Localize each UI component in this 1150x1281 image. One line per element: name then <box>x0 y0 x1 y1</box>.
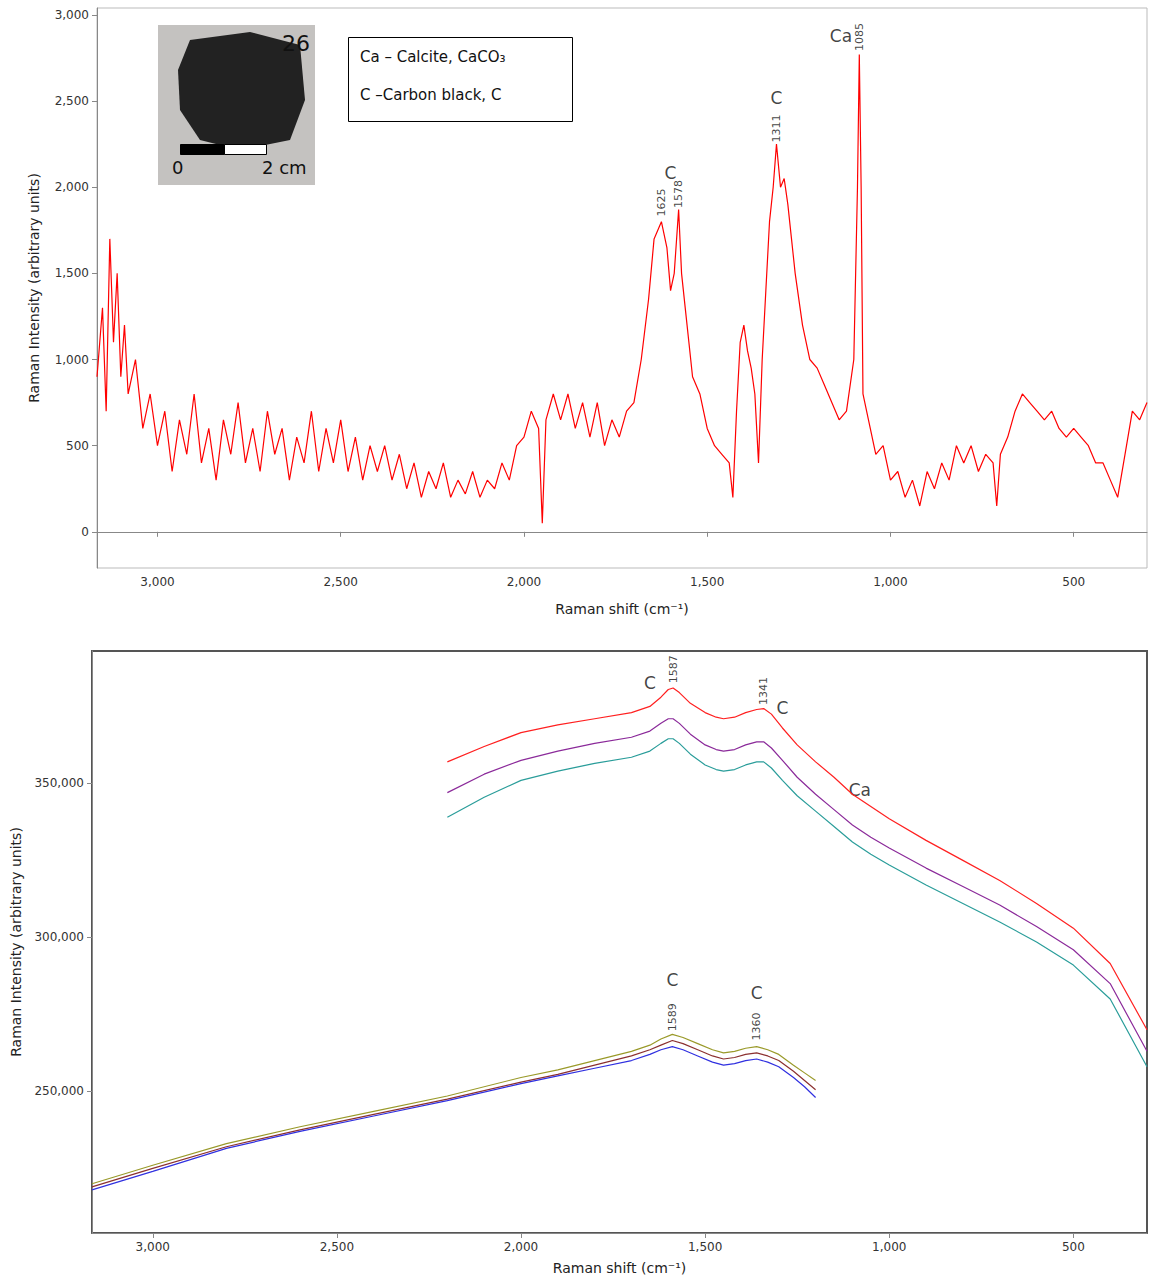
svg-text:Ca – Calcite, CaCO₃: Ca – Calcite, CaCO₃ <box>360 48 506 66</box>
svg-text:1,000: 1,000 <box>873 575 907 589</box>
svg-text:1625: 1625 <box>655 188 668 216</box>
svg-text:0: 0 <box>172 157 183 178</box>
svg-text:1085: 1085 <box>853 23 866 51</box>
svg-text:1,500: 1,500 <box>688 1240 722 1254</box>
svg-text:1341: 1341 <box>757 677 770 705</box>
svg-text:C –Carbon black, C: C –Carbon black, C <box>360 86 501 104</box>
svg-text:2 cm: 2 cm <box>262 157 307 178</box>
svg-text:1587: 1587 <box>667 655 680 683</box>
svg-text:3,000: 3,000 <box>55 8 89 22</box>
svg-text:300,000: 300,000 <box>34 930 84 944</box>
svg-text:2,000: 2,000 <box>504 1240 538 1254</box>
svg-text:500: 500 <box>66 439 89 453</box>
svg-text:2,000: 2,000 <box>507 575 541 589</box>
svg-text:2,500: 2,500 <box>324 575 358 589</box>
svg-text:Raman shift (cm⁻¹): Raman shift (cm⁻¹) <box>555 601 688 617</box>
svg-text:500: 500 <box>1062 1240 1085 1254</box>
svg-text:C: C <box>644 673 656 693</box>
svg-text:500: 500 <box>1062 575 1085 589</box>
svg-text:250,000: 250,000 <box>34 1084 84 1098</box>
svg-text:1578: 1578 <box>672 180 685 208</box>
svg-text:Raman Intensity (arbitrary uni: Raman Intensity (arbitrary units) <box>26 173 42 403</box>
svg-text:2,000: 2,000 <box>55 180 89 194</box>
svg-text:350,000: 350,000 <box>34 776 84 790</box>
svg-text:Raman shift (cm⁻¹): Raman shift (cm⁻¹) <box>553 1260 686 1276</box>
svg-text:2,500: 2,500 <box>55 94 89 108</box>
svg-text:C: C <box>777 698 789 718</box>
svg-text:1,000: 1,000 <box>872 1240 906 1254</box>
svg-text:Ca: Ca <box>830 26 852 46</box>
svg-text:C: C <box>771 88 783 108</box>
svg-text:1,000: 1,000 <box>55 353 89 367</box>
svg-text:C: C <box>666 970 678 990</box>
svg-text:Raman Intensity (arbitrary uni: Raman Intensity (arbitrary units) <box>8 827 24 1057</box>
svg-text:2,500: 2,500 <box>320 1240 354 1254</box>
svg-text:1,500: 1,500 <box>55 266 89 280</box>
svg-text:1311: 1311 <box>770 114 783 142</box>
svg-text:26: 26 <box>282 31 310 56</box>
svg-text:0: 0 <box>81 525 89 539</box>
svg-text:3,000: 3,000 <box>140 575 174 589</box>
svg-text:1589: 1589 <box>666 1003 679 1031</box>
svg-text:Ca: Ca <box>849 780 871 800</box>
svg-text:1,500: 1,500 <box>690 575 724 589</box>
svg-text:C: C <box>751 983 763 1003</box>
svg-text:3,000: 3,000 <box>136 1240 170 1254</box>
svg-text:1360: 1360 <box>750 1013 763 1041</box>
svg-text:C: C <box>664 163 677 184</box>
